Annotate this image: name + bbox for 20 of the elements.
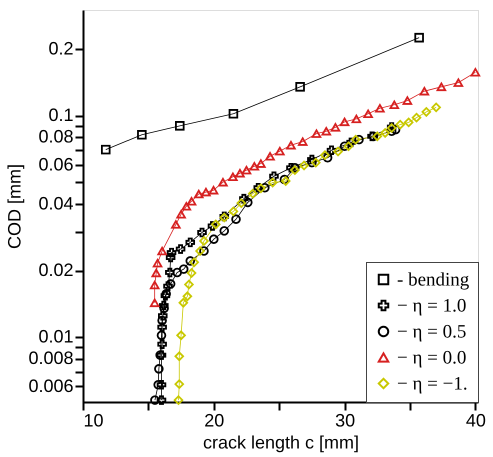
- legend-label: − η = −1.: [397, 374, 468, 394]
- legend-label: - bending: [397, 270, 470, 290]
- legend-label: − η = 0.5: [397, 322, 466, 342]
- y-axis-title: COD [mm]: [4, 164, 24, 249]
- x-tick-label: 30: [335, 410, 356, 430]
- x-tick-label: 10: [84, 410, 104, 430]
- y-tick-label: 0.2: [48, 38, 74, 59]
- y-tick-label: 0.1: [48, 105, 74, 126]
- y-tick-label: 0.006: [28, 376, 74, 396]
- x-tick-label: 20: [204, 410, 224, 430]
- y-tick-label: 0.08: [38, 126, 74, 147]
- legend-label: − η = 1.0: [397, 296, 466, 316]
- legend-label: − η = 0.0: [397, 348, 466, 368]
- x-tick-label: 40: [466, 410, 486, 430]
- y-tick-label: 0.06: [38, 154, 74, 174]
- y-tick-label: 0.01: [38, 326, 74, 347]
- y-tick-label: 0.04: [38, 193, 74, 214]
- x-axis-title: crack length c [mm]: [202, 432, 360, 452]
- y-tick-label: 0.008: [28, 348, 74, 368]
- y-tick-label: 0.02: [38, 260, 74, 280]
